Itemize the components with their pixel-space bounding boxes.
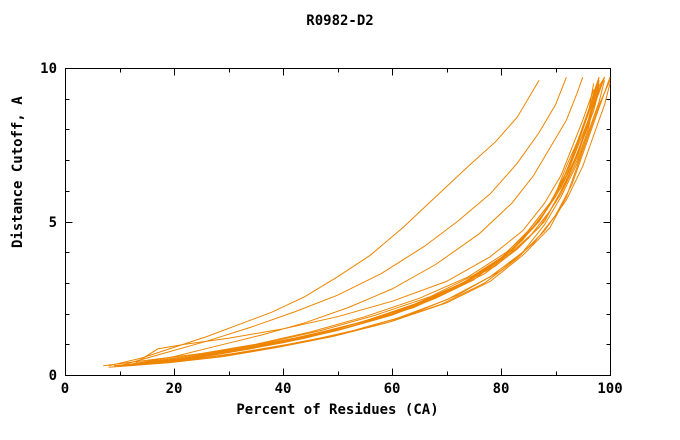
model-curve-9 bbox=[108, 83, 611, 368]
x-tick-label: 60 bbox=[384, 381, 401, 397]
x-tick-label: 20 bbox=[166, 381, 183, 397]
model-curve-8 bbox=[141, 77, 605, 365]
model-curve-15 bbox=[119, 76, 605, 367]
x-axis-label: Percent of Residues (CA) bbox=[236, 402, 439, 418]
x-tick-label: 100 bbox=[597, 381, 622, 397]
y-tick-label: 5 bbox=[49, 215, 57, 231]
x-tick-label: 80 bbox=[493, 381, 510, 397]
model-curve-17 bbox=[103, 80, 600, 367]
model-curve-12 bbox=[113, 80, 611, 367]
model-curve-1 bbox=[108, 80, 540, 367]
model-curve-13 bbox=[135, 89, 595, 364]
chart-title: R0982-D2 bbox=[306, 13, 374, 29]
x-tick-label: 40 bbox=[275, 381, 292, 397]
y-tick-label: 10 bbox=[40, 61, 57, 77]
model-curve-18 bbox=[141, 77, 600, 364]
model-curve-3 bbox=[130, 77, 584, 365]
model-curve-16 bbox=[130, 76, 605, 365]
x-tick-label: 0 bbox=[61, 381, 69, 397]
model-curve-2 bbox=[119, 77, 567, 367]
y-tick-label: 0 bbox=[49, 368, 57, 384]
